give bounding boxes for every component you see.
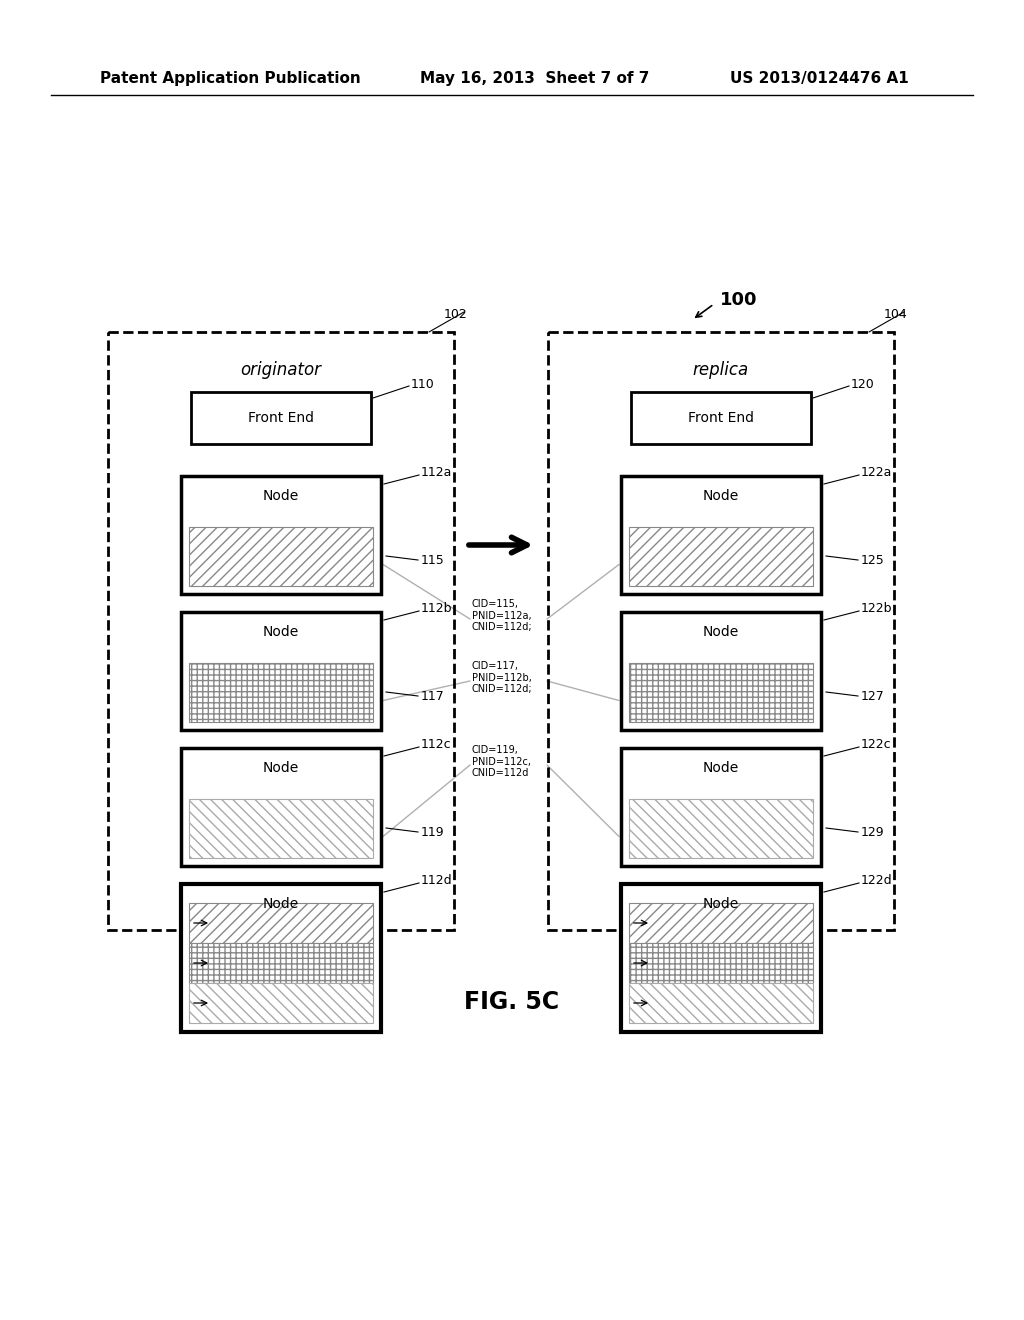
Bar bbox=[621, 748, 821, 866]
Bar bbox=[621, 477, 821, 594]
Text: 112d: 112d bbox=[421, 874, 453, 887]
Text: 112a: 112a bbox=[421, 466, 453, 479]
Text: 125: 125 bbox=[861, 553, 885, 566]
Bar bbox=[629, 983, 813, 1023]
Bar bbox=[189, 983, 373, 1023]
Text: 112b: 112b bbox=[421, 602, 453, 615]
Text: Node: Node bbox=[702, 762, 739, 775]
Text: 112c: 112c bbox=[421, 738, 452, 751]
Bar bbox=[181, 884, 381, 1032]
Text: 110: 110 bbox=[411, 378, 435, 391]
Bar bbox=[181, 477, 381, 594]
Text: CID=117,
PNID=112b,
CNID=112d;: CID=117, PNID=112b, CNID=112d; bbox=[472, 661, 532, 694]
Bar bbox=[191, 392, 371, 444]
Text: Node: Node bbox=[263, 762, 299, 775]
Text: Front End: Front End bbox=[688, 411, 754, 425]
Text: FIG. 5C: FIG. 5C bbox=[465, 990, 559, 1014]
Text: 122b: 122b bbox=[861, 602, 893, 615]
Bar bbox=[629, 663, 813, 722]
Text: 100: 100 bbox=[720, 290, 758, 309]
Bar bbox=[181, 748, 381, 866]
Text: Node: Node bbox=[702, 898, 739, 911]
Bar bbox=[189, 903, 373, 942]
Bar bbox=[629, 903, 813, 942]
Text: 120: 120 bbox=[851, 378, 874, 391]
Bar bbox=[629, 527, 813, 586]
Bar bbox=[108, 333, 454, 931]
Text: May 16, 2013  Sheet 7 of 7: May 16, 2013 Sheet 7 of 7 bbox=[420, 70, 649, 86]
Text: 122a: 122a bbox=[861, 466, 892, 479]
Text: 115: 115 bbox=[421, 553, 444, 566]
Bar bbox=[621, 612, 821, 730]
Bar bbox=[181, 612, 381, 730]
Text: Node: Node bbox=[702, 488, 739, 503]
Text: 117: 117 bbox=[421, 689, 444, 702]
Text: 129: 129 bbox=[861, 825, 885, 838]
Bar bbox=[189, 799, 373, 858]
Text: Patent Application Publication: Patent Application Publication bbox=[100, 70, 360, 86]
Bar bbox=[629, 799, 813, 858]
Text: CID=115,
PNID=112a,
CNID=112d;: CID=115, PNID=112a, CNID=112d; bbox=[472, 599, 532, 632]
Bar bbox=[631, 392, 811, 444]
Bar bbox=[189, 663, 373, 722]
Bar bbox=[621, 884, 821, 1032]
Text: CID=119,
PNID=112c,
CNID=112d: CID=119, PNID=112c, CNID=112d bbox=[472, 744, 531, 779]
Text: 119: 119 bbox=[421, 825, 444, 838]
Text: 104: 104 bbox=[884, 308, 907, 321]
Bar bbox=[189, 527, 373, 586]
Text: originator: originator bbox=[241, 360, 322, 379]
Text: Front End: Front End bbox=[248, 411, 314, 425]
Bar bbox=[629, 942, 813, 983]
Text: 122c: 122c bbox=[861, 738, 892, 751]
Text: 122d: 122d bbox=[861, 874, 893, 887]
Text: Node: Node bbox=[702, 624, 739, 639]
Text: Node: Node bbox=[263, 898, 299, 911]
Text: Node: Node bbox=[263, 624, 299, 639]
Text: US 2013/0124476 A1: US 2013/0124476 A1 bbox=[730, 70, 908, 86]
Text: Node: Node bbox=[263, 488, 299, 503]
Bar bbox=[189, 942, 373, 983]
Text: replica: replica bbox=[693, 360, 750, 379]
Text: 102: 102 bbox=[444, 308, 468, 321]
Text: 127: 127 bbox=[861, 689, 885, 702]
Bar bbox=[548, 333, 894, 931]
